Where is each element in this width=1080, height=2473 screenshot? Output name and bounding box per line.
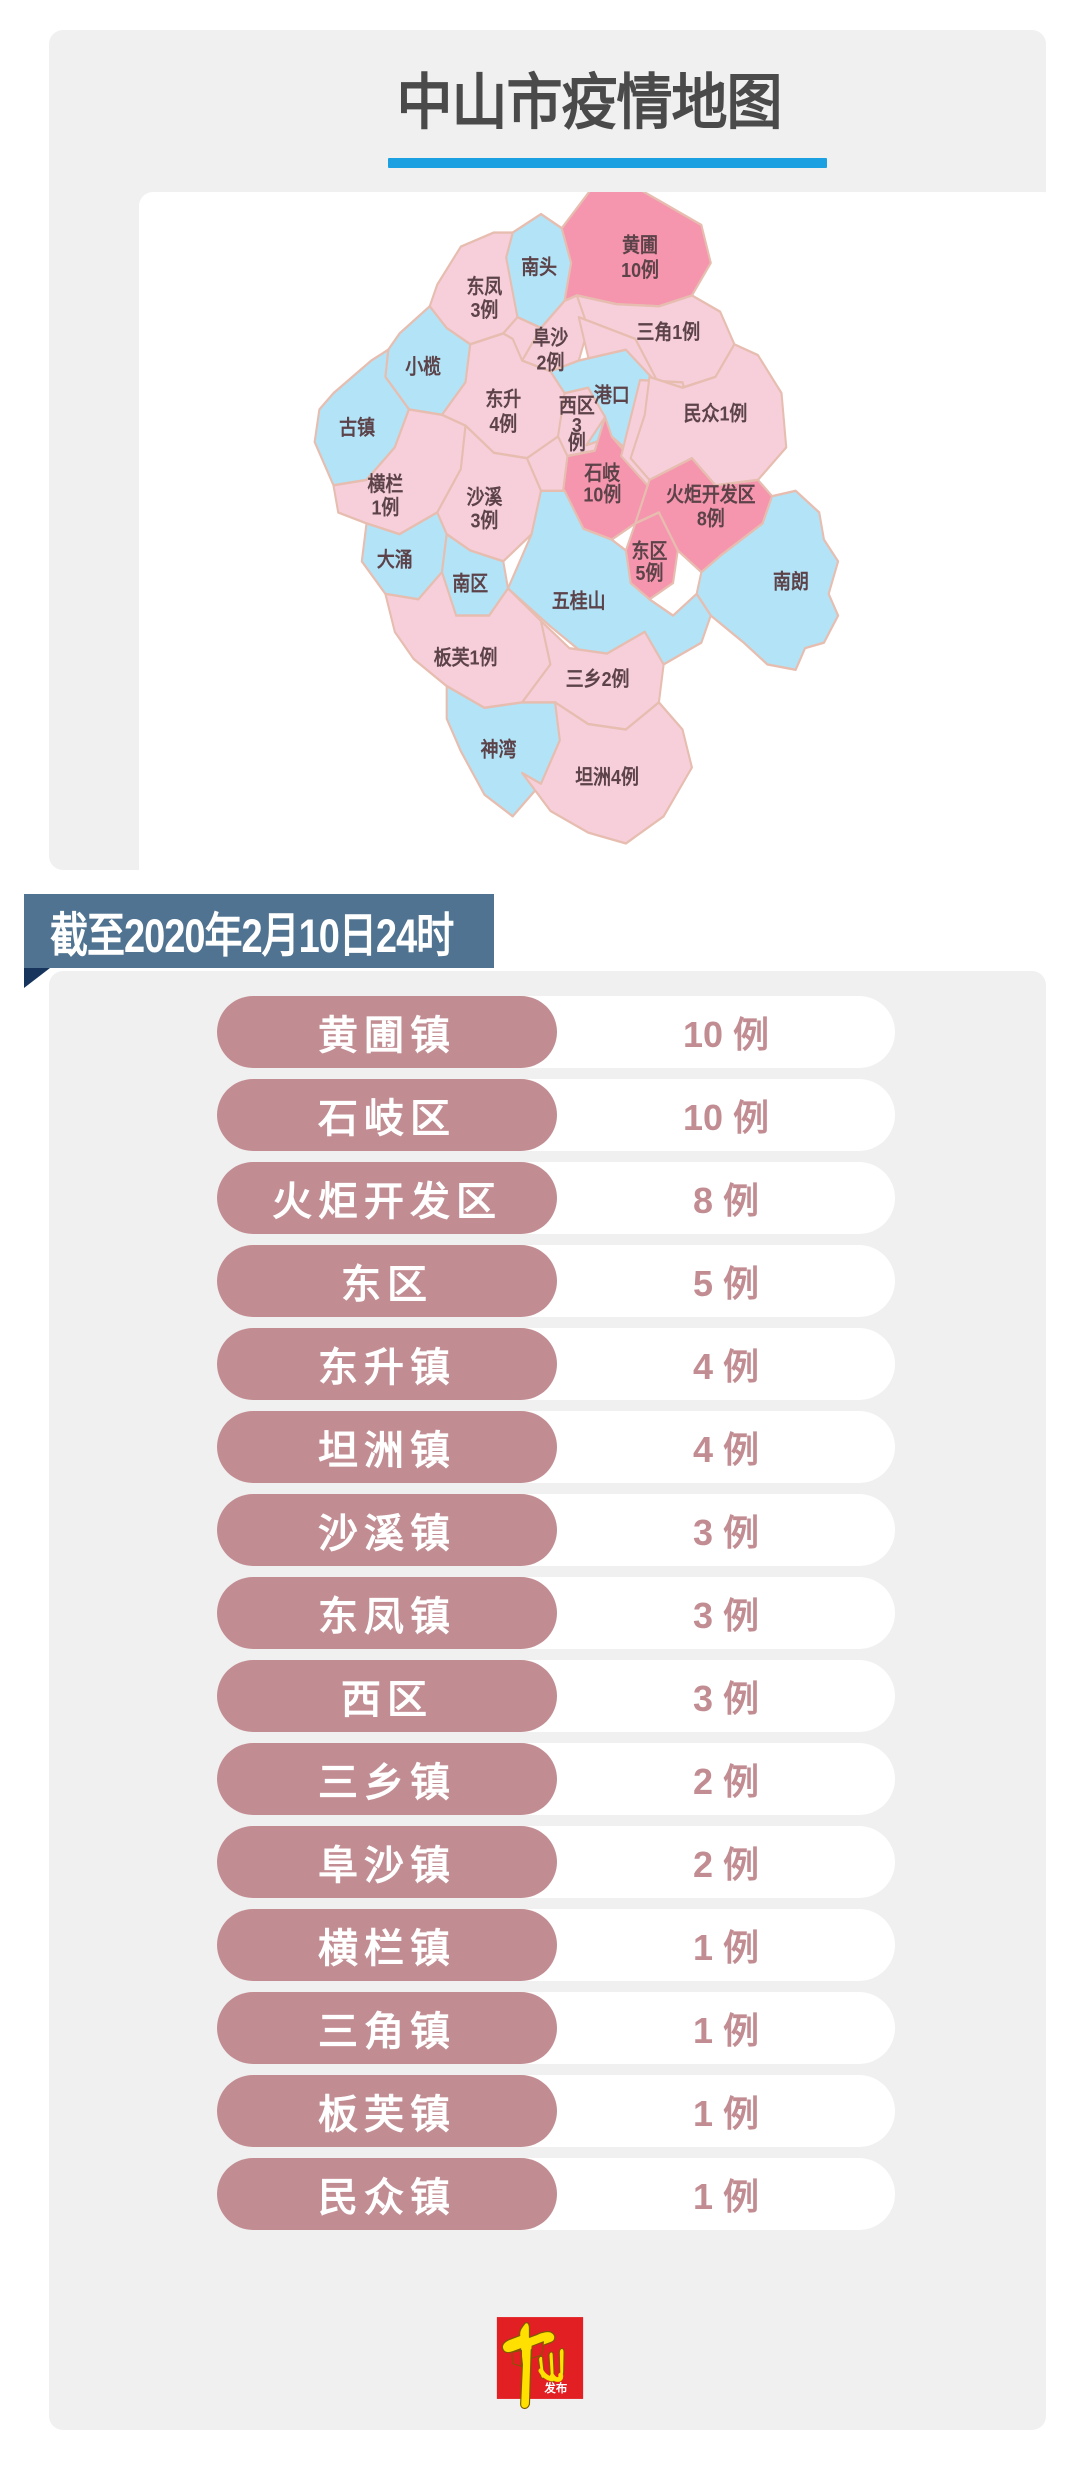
svg-text:小榄: 小榄 (405, 354, 441, 379)
svg-text:2例: 2例 (537, 350, 565, 375)
svg-text:南头: 南头 (521, 256, 557, 279)
svg-text:10例: 10例 (621, 258, 659, 283)
svg-text:4例: 4例 (489, 412, 517, 437)
svg-text:5例: 5例 (636, 561, 664, 586)
svg-text:火炬开发区: 火炬开发区 (666, 482, 756, 507)
svg-text:石岐: 石岐 (583, 462, 620, 485)
svg-text:南区: 南区 (452, 572, 488, 595)
svg-text:1例: 1例 (371, 495, 399, 520)
svg-text:黄圃: 黄圃 (622, 233, 658, 258)
svg-text:东区: 东区 (632, 539, 668, 564)
svg-text:南朗: 南朗 (773, 570, 809, 593)
svg-text:神湾: 神湾 (481, 737, 517, 762)
svg-text:板芙1例: 板芙1例 (434, 645, 498, 670)
svg-text:坦洲4例: 坦洲4例 (575, 765, 639, 790)
svg-text:例: 例 (568, 430, 586, 455)
svg-text:古镇: 古镇 (339, 415, 375, 440)
svg-text:横栏: 横栏 (367, 472, 403, 497)
svg-text:民众1例: 民众1例 (684, 401, 748, 426)
svg-text:发布: 发布 (543, 2381, 567, 2395)
svg-text:阜沙: 阜沙 (533, 325, 569, 350)
svg-text:沙溪: 沙溪 (467, 485, 503, 510)
svg-text:三角1例: 三角1例 (637, 320, 701, 345)
svg-text:三乡2例: 三乡2例 (566, 667, 630, 692)
svg-text:8例: 8例 (697, 506, 725, 531)
svg-text:东升: 东升 (485, 387, 521, 412)
svg-text:港口: 港口 (594, 384, 630, 407)
svg-text:大涌: 大涌 (377, 548, 413, 573)
svg-text:3例: 3例 (470, 298, 498, 323)
svg-text:3例: 3例 (470, 508, 498, 533)
svg-text:10例: 10例 (583, 482, 621, 507)
svg-text:东凤: 东凤 (467, 274, 503, 299)
svg-text:五桂山: 五桂山 (552, 589, 606, 614)
